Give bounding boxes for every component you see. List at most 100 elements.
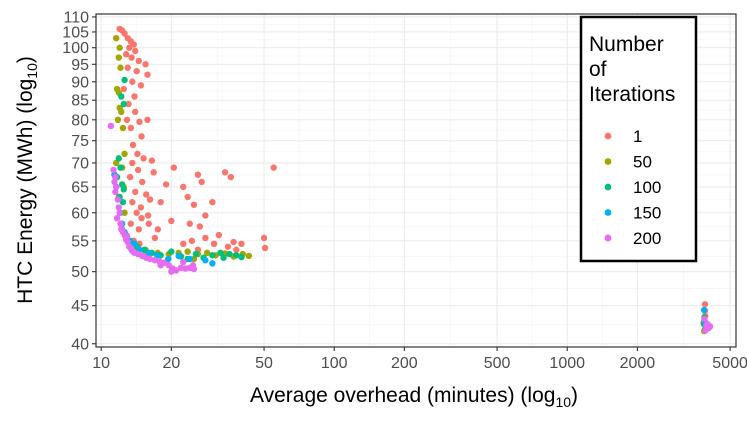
data-point-1 — [184, 193, 191, 201]
data-point-200 — [157, 262, 164, 269]
data-point-150 — [202, 257, 209, 264]
data-point-100 — [238, 253, 245, 261]
data-point-1 — [134, 150, 141, 158]
data-point-1 — [190, 201, 198, 208]
data-point-200 — [107, 122, 115, 130]
data-point-1 — [139, 178, 146, 186]
data-point-1 — [202, 234, 209, 242]
data-point-50 — [117, 64, 124, 71]
x-tick-label: 500 — [484, 355, 511, 372]
data-point-100 — [118, 181, 126, 188]
legend-label-200: 200 — [633, 229, 661, 248]
data-point-1 — [210, 240, 218, 248]
data-point-200 — [146, 255, 154, 263]
data-point-50 — [114, 116, 122, 124]
x-tick-label: 100 — [321, 355, 348, 372]
data-point-1 — [168, 217, 175, 225]
data-point-1 — [129, 141, 137, 149]
data-point-100 — [209, 252, 216, 259]
data-point-50 — [184, 248, 191, 255]
data-point-200 — [168, 268, 175, 275]
data-point-1 — [133, 209, 140, 216]
legend-box — [579, 15, 698, 263]
data-point-50 — [245, 252, 252, 260]
data-point-1 — [144, 116, 151, 124]
data-point-1 — [120, 85, 127, 93]
data-point-50 — [118, 108, 125, 116]
legend-title-line-3: Iterations — [589, 83, 675, 106]
data-point-1 — [148, 157, 156, 164]
data-point-1 — [129, 198, 136, 206]
legend-key-50 — [604, 158, 612, 165]
data-point-150 — [165, 255, 172, 263]
data-point-200 — [112, 188, 119, 196]
data-point-1 — [144, 212, 152, 219]
data-point-1 — [132, 108, 139, 116]
data-point-150 — [145, 249, 152, 257]
data-point-1 — [124, 64, 131, 71]
data-point-100 — [220, 254, 227, 261]
data-point-1 — [142, 61, 149, 68]
data-point-1 — [151, 234, 159, 242]
data-point-200 — [701, 315, 708, 323]
y-tick-label: 70 — [71, 155, 89, 172]
data-point-1 — [135, 57, 142, 65]
data-point-1 — [230, 238, 237, 246]
data-point-1 — [260, 234, 268, 242]
data-point-1 — [150, 169, 157, 176]
data-point-1 — [202, 212, 209, 219]
data-point-200 — [173, 267, 180, 274]
x-tick-label: 5000 — [712, 355, 747, 372]
x-tick-label: 50 — [255, 355, 273, 372]
y-tick-label: 40 — [71, 336, 89, 353]
legend-key-150 — [604, 209, 612, 216]
data-point-150 — [154, 252, 161, 259]
data-point-1 — [170, 164, 178, 171]
data-point-150 — [131, 240, 138, 248]
data-point-100 — [121, 76, 128, 84]
data-point-150 — [209, 260, 216, 267]
data-point-150 — [700, 306, 708, 314]
data-point-200 — [114, 196, 122, 203]
data-point-1 — [122, 51, 130, 58]
data-point-200 — [129, 248, 137, 255]
data-point-1 — [123, 116, 131, 124]
x-axis-ticks: 10 20 50 100 200 500 1000 2000 5000 — [92, 347, 747, 372]
data-point-200 — [117, 220, 124, 227]
data-point-1 — [270, 164, 277, 171]
y-tick-label: 60 — [71, 205, 89, 222]
data-point-1 — [129, 78, 136, 85]
legend-label-150: 150 — [633, 204, 661, 223]
y-tick-label: 95 — [71, 57, 89, 74]
data-point-1 — [131, 93, 138, 100]
plot-border — [95, 13, 737, 348]
data-point-1 — [127, 124, 135, 132]
data-point-1 — [194, 171, 202, 178]
data-point-1 — [134, 166, 142, 174]
data-point-100 — [119, 198, 127, 206]
data-point-1 — [180, 183, 187, 191]
data-point-1 — [129, 159, 136, 167]
data-point-1 — [196, 223, 204, 230]
data-point-100 — [192, 250, 200, 258]
data-point-1 — [144, 71, 151, 78]
x-tick-label: 2000 — [620, 355, 656, 372]
data-point-1 — [121, 30, 128, 37]
data-point-1 — [137, 204, 145, 211]
legend-key-100 — [604, 183, 612, 191]
data-point-1 — [137, 82, 145, 89]
x-tick-label: 200 — [391, 355, 418, 372]
data-point-100 — [120, 186, 127, 193]
data-point-50 — [121, 150, 128, 158]
data-point-1 — [126, 173, 134, 181]
data-point-200 — [123, 233, 131, 240]
data-point-50 — [115, 54, 122, 61]
data-point-1 — [215, 231, 223, 239]
data-point-1 — [140, 155, 147, 162]
data-point-1 — [133, 67, 140, 75]
data-point-1 — [227, 173, 235, 181]
data-point-1 — [186, 220, 193, 227]
y-tick-label: 105 — [62, 24, 89, 41]
